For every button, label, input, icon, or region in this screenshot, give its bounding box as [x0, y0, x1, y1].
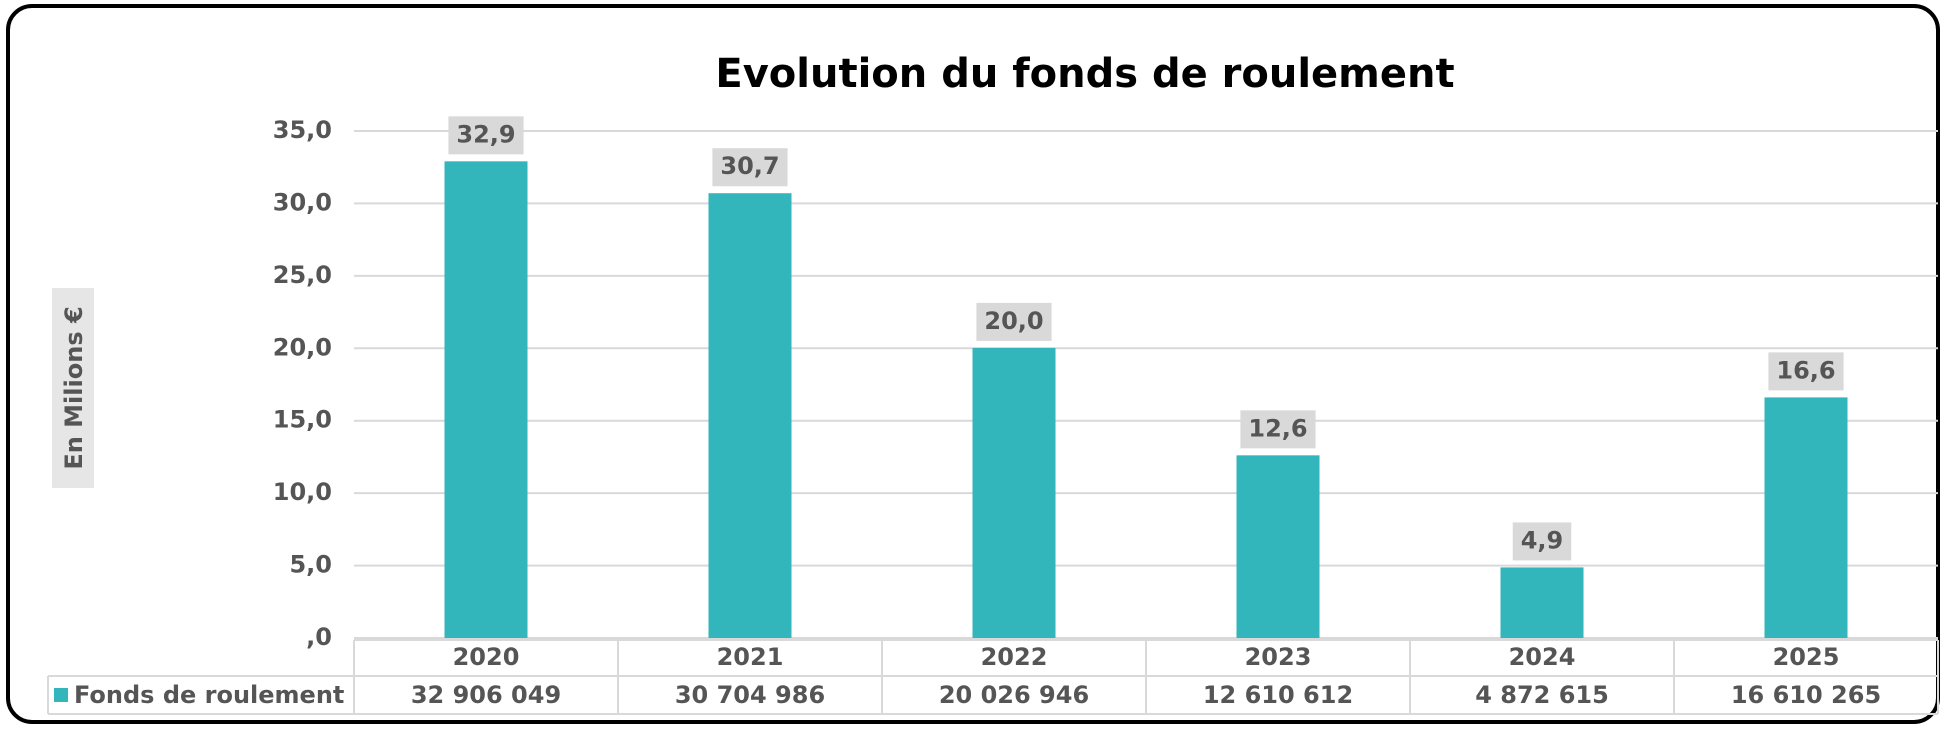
y-axis-label: En Milions €: [60, 306, 88, 469]
value-label: 4,9: [1521, 526, 1564, 554]
bar: [1500, 567, 1584, 638]
table-value: 20 026 946: [939, 681, 1089, 709]
table-value: 16 610 265: [1731, 681, 1881, 709]
table-value: 30 704 986: [675, 681, 825, 709]
y-tick-label: 25,0: [273, 261, 332, 289]
bar: [1764, 397, 1848, 638]
y-tick-label: 15,0: [273, 406, 332, 434]
x-tick-label: 2020: [453, 643, 520, 671]
x-tick-label: 2023: [1245, 643, 1312, 671]
y-tick-label: 20,0: [273, 333, 332, 361]
value-label: 20,0: [984, 307, 1043, 335]
table-value: 12 610 612: [1203, 681, 1353, 709]
y-tick-label: 35,0: [273, 116, 332, 144]
y-tick-label: ,0: [306, 623, 332, 651]
x-tick-label: 2021: [717, 643, 784, 671]
x-tick-label: 2025: [1773, 643, 1840, 671]
value-label-bg: [1512, 522, 1572, 561]
value-label-bg: [1768, 352, 1844, 391]
table-value: 4 872 615: [1475, 681, 1609, 709]
chart-title: Evolution du fonds de roulement: [715, 51, 1454, 97]
value-label: 16,6: [1776, 356, 1835, 384]
value-label: 32,9: [456, 120, 515, 148]
table-value: 32 906 049: [411, 681, 561, 709]
value-label-bg: [712, 148, 788, 187]
bar: [444, 161, 528, 638]
bar: [1236, 455, 1320, 638]
y-tick-label: 5,0: [289, 551, 332, 579]
legend-swatch: [54, 688, 68, 702]
bar: [708, 193, 792, 638]
bar: [972, 347, 1056, 638]
x-tick-label: 2022: [981, 643, 1048, 671]
value-label-bg: [448, 116, 524, 155]
y-tick-label: 30,0: [273, 188, 332, 216]
value-label-bg: [1240, 410, 1316, 449]
y-label-bg: [52, 288, 94, 488]
y-tick-label: 10,0: [273, 478, 332, 506]
value-label-bg: [976, 302, 1052, 341]
value-label: 12,6: [1248, 414, 1307, 442]
x-tick-label: 2024: [1509, 643, 1576, 671]
value-label: 30,7: [720, 152, 779, 180]
legend-label: Fonds de roulement: [74, 681, 344, 709]
